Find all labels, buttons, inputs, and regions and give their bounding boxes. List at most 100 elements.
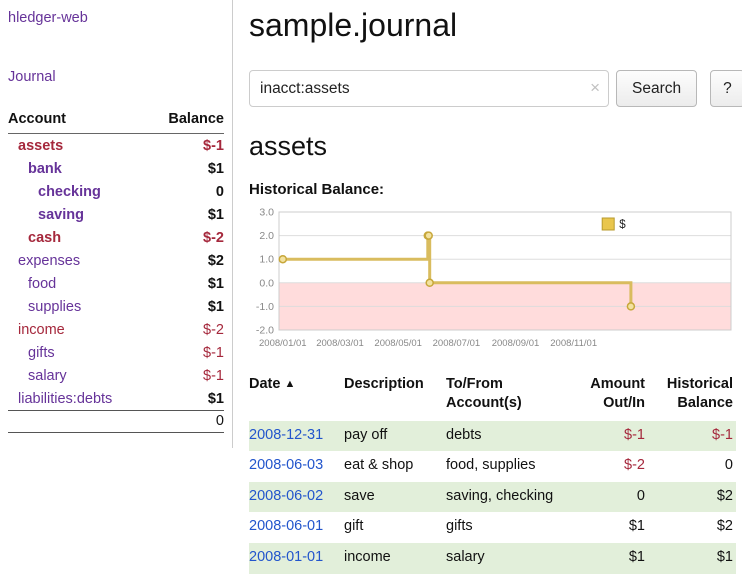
transaction-row: 2008-12-31 pay off debts $-1 $-1 bbox=[249, 420, 736, 452]
y-tick-label: 3.0 bbox=[259, 207, 274, 219]
historical-balance-chart: 3.0 2.0 1.0 0.0 -1.0 -2.0 2008/01/01 2008/03/01… bbox=[249, 204, 742, 357]
x-tick-label: 2008/01/01 bbox=[259, 338, 307, 349]
register-balance: 0 bbox=[724, 457, 733, 474]
chart-legend: $ bbox=[601, 217, 626, 231]
y-tick-label: -2.0 bbox=[256, 325, 274, 337]
account-balance: $2 bbox=[207, 252, 224, 269]
account-link-checking[interactable]: checking bbox=[38, 183, 101, 200]
account-link-saving[interactable]: saving bbox=[38, 206, 84, 223]
register-accounts: debts bbox=[446, 426, 482, 443]
account-row: checking 0 bbox=[8, 180, 224, 203]
account-balance: $-1 bbox=[203, 344, 224, 361]
account-link-income[interactable]: income bbox=[18, 321, 65, 338]
register-amount: 0 bbox=[636, 487, 645, 504]
sort-ascending-icon: ▲ bbox=[284, 378, 296, 390]
register-date-link[interactable]: 2008-12-31 bbox=[249, 426, 324, 443]
search-input[interactable] bbox=[249, 70, 609, 107]
register-header-amount: Amount Out/In bbox=[590, 376, 645, 411]
legend-label: $ bbox=[619, 219, 626, 231]
search-bar: × Search ? bbox=[249, 70, 742, 107]
account-balance: $-1 bbox=[203, 137, 224, 154]
accounts-total-row: 0 bbox=[8, 410, 224, 433]
account-row: expenses $2 bbox=[8, 249, 224, 272]
y-tick-label: 0.0 bbox=[259, 277, 274, 289]
account-balance: 0 bbox=[215, 183, 224, 200]
data-point-marker bbox=[424, 231, 433, 240]
account-row: income $-2 bbox=[8, 318, 224, 341]
data-point-marker bbox=[278, 254, 288, 264]
account-balance: $1 bbox=[207, 160, 224, 177]
account-row: salary $-1 bbox=[8, 364, 224, 387]
data-point-marker bbox=[425, 278, 434, 288]
account-link-salary[interactable]: salary bbox=[28, 367, 67, 384]
register-amount: $1 bbox=[628, 518, 645, 535]
account-row: bank $1 bbox=[8, 157, 224, 180]
legend-swatch-icon bbox=[601, 217, 615, 231]
register-header-row: Date ▲ Description To/From Account(s) Am… bbox=[249, 373, 736, 421]
transaction-row: 2008-01-01 income salary $1 $1 bbox=[249, 542, 736, 574]
account-link-supplies[interactable]: supplies bbox=[28, 298, 82, 315]
account-link-gifts[interactable]: gifts bbox=[28, 344, 55, 361]
journal-nav-link[interactable]: Journal bbox=[8, 69, 56, 85]
register-description: eat & shop bbox=[344, 457, 414, 474]
register-header-date[interactable]: Date ▲ bbox=[249, 376, 296, 392]
chart-title: Historical Balance: bbox=[249, 181, 385, 198]
register-header-description: Description bbox=[344, 376, 424, 392]
y-tick-label: 1.0 bbox=[259, 254, 274, 266]
account-row: food $1 bbox=[8, 272, 224, 295]
register-accounts: salary bbox=[446, 548, 485, 565]
register-amount: $-1 bbox=[624, 426, 645, 443]
sidebar: hledger-web Journal Account Balance asse… bbox=[0, 0, 233, 448]
register-accounts: saving, checking bbox=[446, 487, 554, 504]
account-balance: $-2 bbox=[203, 229, 224, 246]
x-tick-label: 2008/03/01 bbox=[316, 338, 364, 349]
account-balance: $1 bbox=[207, 390, 224, 407]
register-date-link[interactable]: 2008-06-03 bbox=[249, 457, 324, 474]
register-accounts: gifts bbox=[446, 518, 473, 535]
transaction-row: 2008-06-03 eat & shop food, supplies $-2 0 bbox=[249, 451, 736, 482]
register-balance: $2 bbox=[716, 487, 733, 504]
x-tick-label: 2008/05/01 bbox=[374, 338, 422, 349]
register-balance: $2 bbox=[716, 518, 733, 535]
register-balance: $1 bbox=[716, 548, 733, 565]
main-content: sample.journal × Search ? assets Histori… bbox=[233, 0, 742, 574]
account-balance: $-2 bbox=[203, 321, 224, 338]
account-link-bank[interactable]: bank bbox=[28, 160, 62, 177]
register-description: gift bbox=[344, 518, 364, 535]
page-title: sample.journal bbox=[249, 7, 458, 43]
accounts-header-account: Account bbox=[8, 109, 147, 134]
register-header-balance: Historical Balance bbox=[666, 376, 733, 411]
search-button[interactable]: Search bbox=[616, 70, 698, 107]
account-link-food[interactable]: food bbox=[28, 275, 57, 292]
account-row: supplies $1 bbox=[8, 295, 224, 318]
account-heading: assets bbox=[249, 131, 328, 161]
register-date-link[interactable]: 2008-01-01 bbox=[249, 548, 324, 565]
account-link-liabilities-debts[interactable]: liabilities:debts bbox=[18, 390, 113, 407]
clear-search-icon[interactable]: × bbox=[590, 78, 600, 97]
account-balance: $1 bbox=[207, 206, 224, 223]
register-description: pay off bbox=[344, 426, 388, 443]
account-link-assets[interactable]: assets bbox=[18, 137, 64, 154]
account-row: assets $-1 bbox=[8, 134, 224, 158]
help-button[interactable]: ? bbox=[710, 70, 742, 107]
register-table: Date ▲ Description To/From Account(s) Am… bbox=[249, 373, 736, 574]
register-accounts: food, supplies bbox=[446, 457, 536, 474]
account-link-cash[interactable]: cash bbox=[28, 229, 62, 246]
accounts-header-balance: Balance bbox=[146, 109, 224, 134]
account-link-expenses[interactable]: expenses bbox=[18, 252, 81, 269]
x-tick-label: 2008/11/01 bbox=[550, 338, 597, 349]
account-row: gifts $-1 bbox=[8, 341, 224, 364]
transaction-row: 2008-06-01 gift gifts $1 $2 bbox=[249, 512, 736, 543]
register-description: income bbox=[344, 548, 391, 565]
register-description: save bbox=[344, 487, 375, 504]
accounts-table: Account Balance assets $-1 bank $1 checking 0… bbox=[8, 109, 224, 433]
register-date-link[interactable]: 2008-06-02 bbox=[249, 487, 324, 504]
y-tick-label: -1.0 bbox=[256, 301, 274, 313]
data-point-marker bbox=[626, 302, 636, 311]
register-date-link[interactable]: 2008-06-01 bbox=[249, 518, 324, 535]
register-header-account: To/From Account(s) bbox=[446, 376, 522, 411]
y-tick-label: 2.0 bbox=[259, 230, 274, 242]
app-title-link[interactable]: hledger-web bbox=[8, 10, 88, 26]
